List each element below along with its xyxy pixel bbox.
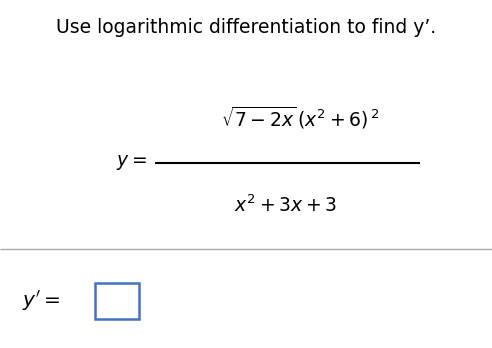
Text: Use logarithmic differentiation to find y’.: Use logarithmic differentiation to find … [56,18,436,37]
Text: $x^2+3x+3$: $x^2+3x+3$ [234,195,337,216]
Bar [95,283,139,319]
Text: $y=$: $y=$ [116,153,147,173]
Text: $y' =$: $y' =$ [22,289,61,313]
Text: $\sqrt{7-2x}\,(x^2+6)^{\,2}$: $\sqrt{7-2x}\,(x^2+6)^{\,2}$ [221,105,379,131]
